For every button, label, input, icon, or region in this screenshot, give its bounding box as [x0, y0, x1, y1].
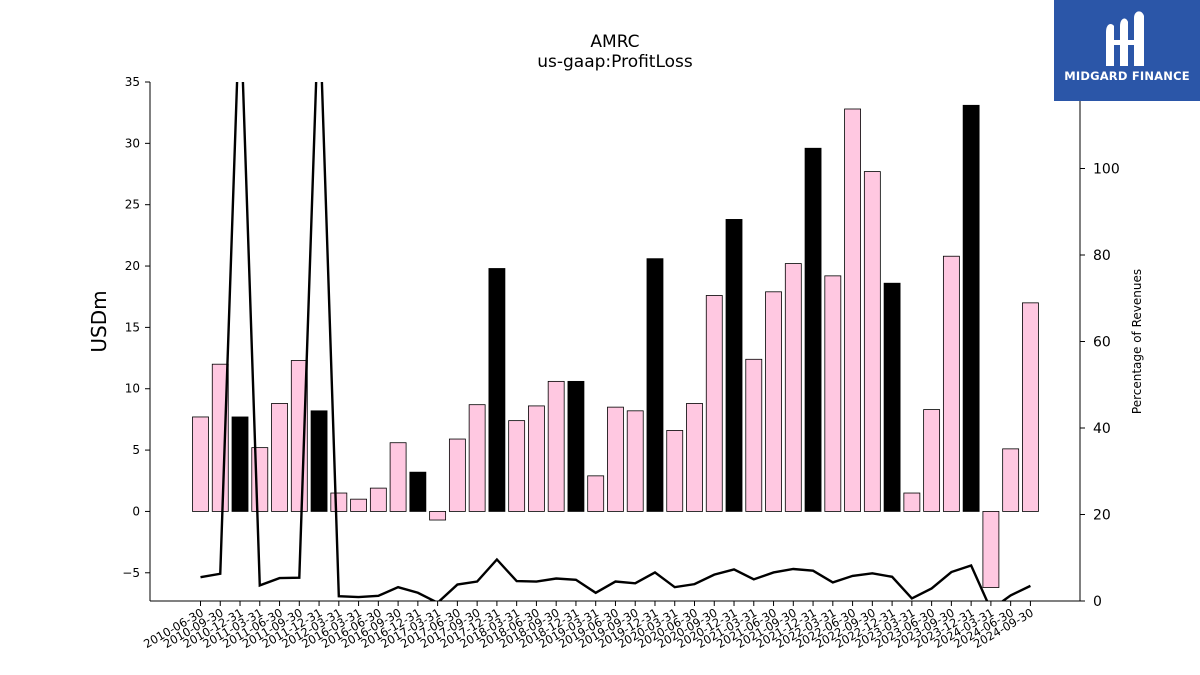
- bar-quarterly: [1022, 302, 1039, 512]
- y-tick-label: −5: [122, 566, 140, 580]
- y-tick-label: 10: [125, 382, 140, 396]
- bar-quarterly: [824, 275, 842, 512]
- percent-of-revenues-line: [200, 82, 1031, 601]
- bar-quarterly: [389, 442, 407, 512]
- bar-quarterly: [942, 255, 960, 512]
- y2-axis-label: Percentage of Revenues: [1130, 269, 1144, 414]
- bar-annual: [725, 219, 743, 512]
- bar-quarterly: [369, 487, 387, 512]
- midgard-logo-icon: [1106, 11, 1144, 66]
- bar-quarterly: [251, 447, 269, 512]
- y-tick-label: 20: [125, 259, 140, 273]
- y-axis-label: USDm: [87, 290, 111, 352]
- y2-tick-label: 20: [1093, 508, 1111, 524]
- bar-annual: [310, 410, 328, 512]
- bar-quarterly: [330, 492, 348, 512]
- y-tick-label: 0: [132, 504, 140, 518]
- bar-quarterly: [468, 404, 486, 512]
- y-tick-label: 35: [125, 75, 140, 89]
- bar-annual: [231, 416, 249, 512]
- y2-tick-label: 60: [1093, 335, 1111, 351]
- bar-quarterly: [705, 295, 723, 512]
- bar-quarterly: [350, 498, 367, 512]
- bar-annual: [804, 147, 822, 512]
- bar-quarterly: [448, 438, 466, 512]
- bar-quarterly: [982, 511, 1000, 588]
- bar-quarterly: [626, 410, 644, 512]
- bar-quarterly: [863, 171, 881, 512]
- logo-wordmark: MIDGARD FINANCE: [1064, 69, 1190, 83]
- bar-quarterly: [429, 511, 447, 521]
- bar-annual: [567, 380, 585, 512]
- y2-tick-label: 100: [1093, 162, 1120, 178]
- bar-annual: [488, 268, 506, 512]
- bar-quarterly: [528, 405, 545, 512]
- y2-tick-label: 0: [1093, 594, 1102, 610]
- bar-quarterly: [745, 358, 763, 512]
- bar-annual: [962, 104, 980, 512]
- bar-quarterly: [547, 380, 565, 512]
- bar-annual: [883, 282, 901, 512]
- chart-title: AMRC: [590, 32, 640, 52]
- bar-quarterly: [666, 430, 684, 512]
- bar-quarterly: [192, 416, 209, 512]
- bar-quarterly: [271, 403, 288, 512]
- y2-tick-label: 40: [1093, 421, 1111, 437]
- y2-tick-label: 80: [1093, 248, 1111, 264]
- y-tick-label: 30: [125, 136, 140, 150]
- bar-annual: [646, 258, 664, 512]
- chart-subtitle: us-gaap:ProfitLoss: [537, 52, 693, 72]
- y-tick-label: 25: [125, 198, 140, 212]
- bar-quarterly: [784, 263, 802, 512]
- bar-quarterly: [923, 409, 941, 512]
- bar-quarterly: [844, 108, 861, 512]
- bar-quarterly: [686, 403, 703, 512]
- bar-quarterly: [587, 475, 605, 512]
- bar-quarterly: [903, 492, 921, 512]
- bar-annual: [409, 471, 427, 512]
- bar-quarterly: [607, 406, 624, 512]
- bar-quarterly: [508, 420, 526, 512]
- bar-quarterly: [1002, 448, 1020, 512]
- y-tick-label: 15: [125, 320, 140, 334]
- y-tick-label: 5: [132, 443, 140, 457]
- bar-quarterly: [765, 291, 782, 512]
- midgard-finance-logo: MIDGARD FINANCE: [1054, 0, 1200, 101]
